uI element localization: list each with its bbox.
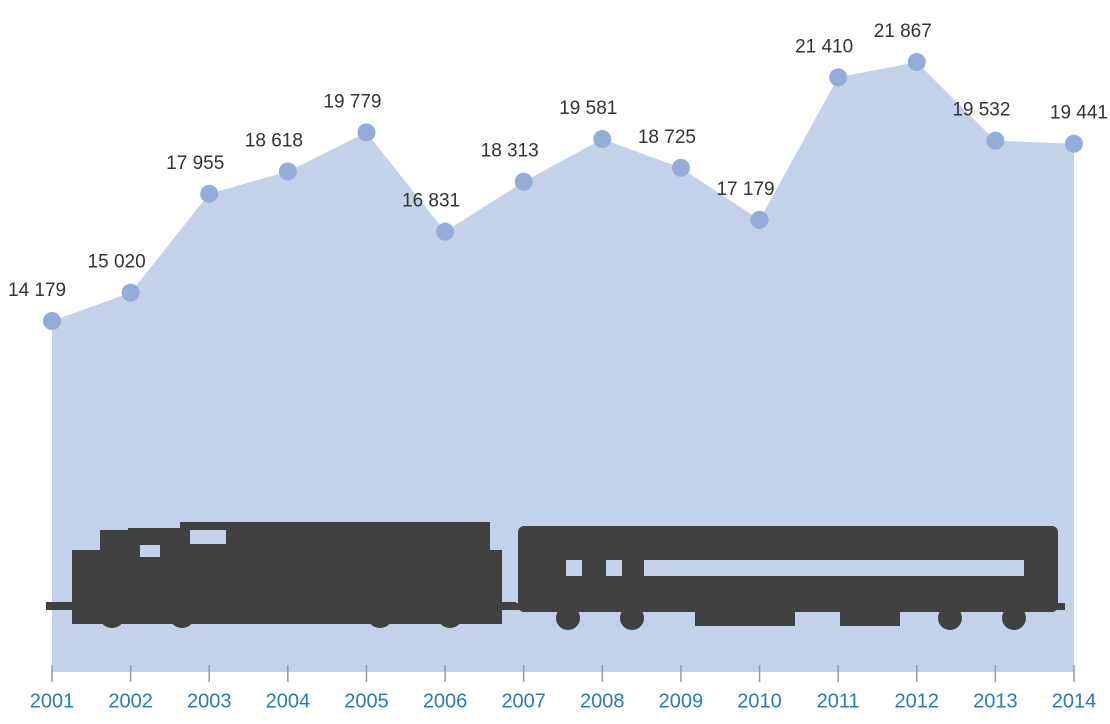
train-illustration [46, 522, 1065, 630]
point [986, 131, 1005, 150]
value-label: 19 441 [1050, 103, 1108, 124]
point [829, 68, 848, 87]
point [1065, 134, 1083, 153]
x-tick-label: 2014 [1052, 690, 1097, 712]
point [907, 53, 926, 71]
value-label: 17 955 [166, 153, 224, 174]
area [52, 62, 1074, 672]
point [750, 210, 769, 229]
x-tick-label: 2012 [895, 690, 940, 712]
x-tick-label: 2006 [423, 690, 468, 712]
value-label: 17 179 [716, 179, 774, 200]
foreground: 2001 14 179 2002 15 020 2003 17 955 2004 18 618… [8, 21, 1108, 712]
point [43, 312, 61, 330]
value-label: 21 410 [795, 36, 853, 57]
value-label: 19 581 [559, 98, 617, 119]
value-label: 18 725 [638, 127, 696, 148]
point [436, 222, 455, 241]
x-tick-label: 2003 [187, 690, 232, 712]
value-label: 18 618 [245, 130, 303, 151]
x-tick-label: 2008 [580, 690, 625, 712]
x-tick-label: 2001 [30, 690, 75, 712]
value-label: 15 020 [88, 252, 146, 273]
point [278, 162, 297, 181]
point [200, 184, 219, 203]
x-tick-label: 2004 [266, 690, 311, 712]
x-tick-label: 2013 [973, 690, 1018, 712]
value-label: 19 532 [952, 100, 1010, 121]
x-tick-label: 2011 [817, 690, 860, 712]
area-layer [52, 62, 1074, 672]
point [671, 158, 690, 177]
point [357, 123, 376, 142]
value-label: 19 779 [323, 91, 381, 112]
value-label: 14 179 [8, 280, 66, 301]
point [121, 283, 140, 302]
x-tick-label: 2002 [108, 690, 153, 712]
x-tick-label: 2005 [344, 690, 389, 712]
value-label: 21 867 [874, 21, 932, 42]
x-tick-label: 2007 [501, 690, 546, 712]
value-label: 18 313 [481, 141, 539, 162]
point [593, 130, 612, 149]
x-tick-label: 2009 [659, 690, 704, 712]
value-label: 16 831 [402, 191, 460, 212]
point [514, 172, 533, 191]
x-tick-label: 2010 [737, 690, 782, 712]
